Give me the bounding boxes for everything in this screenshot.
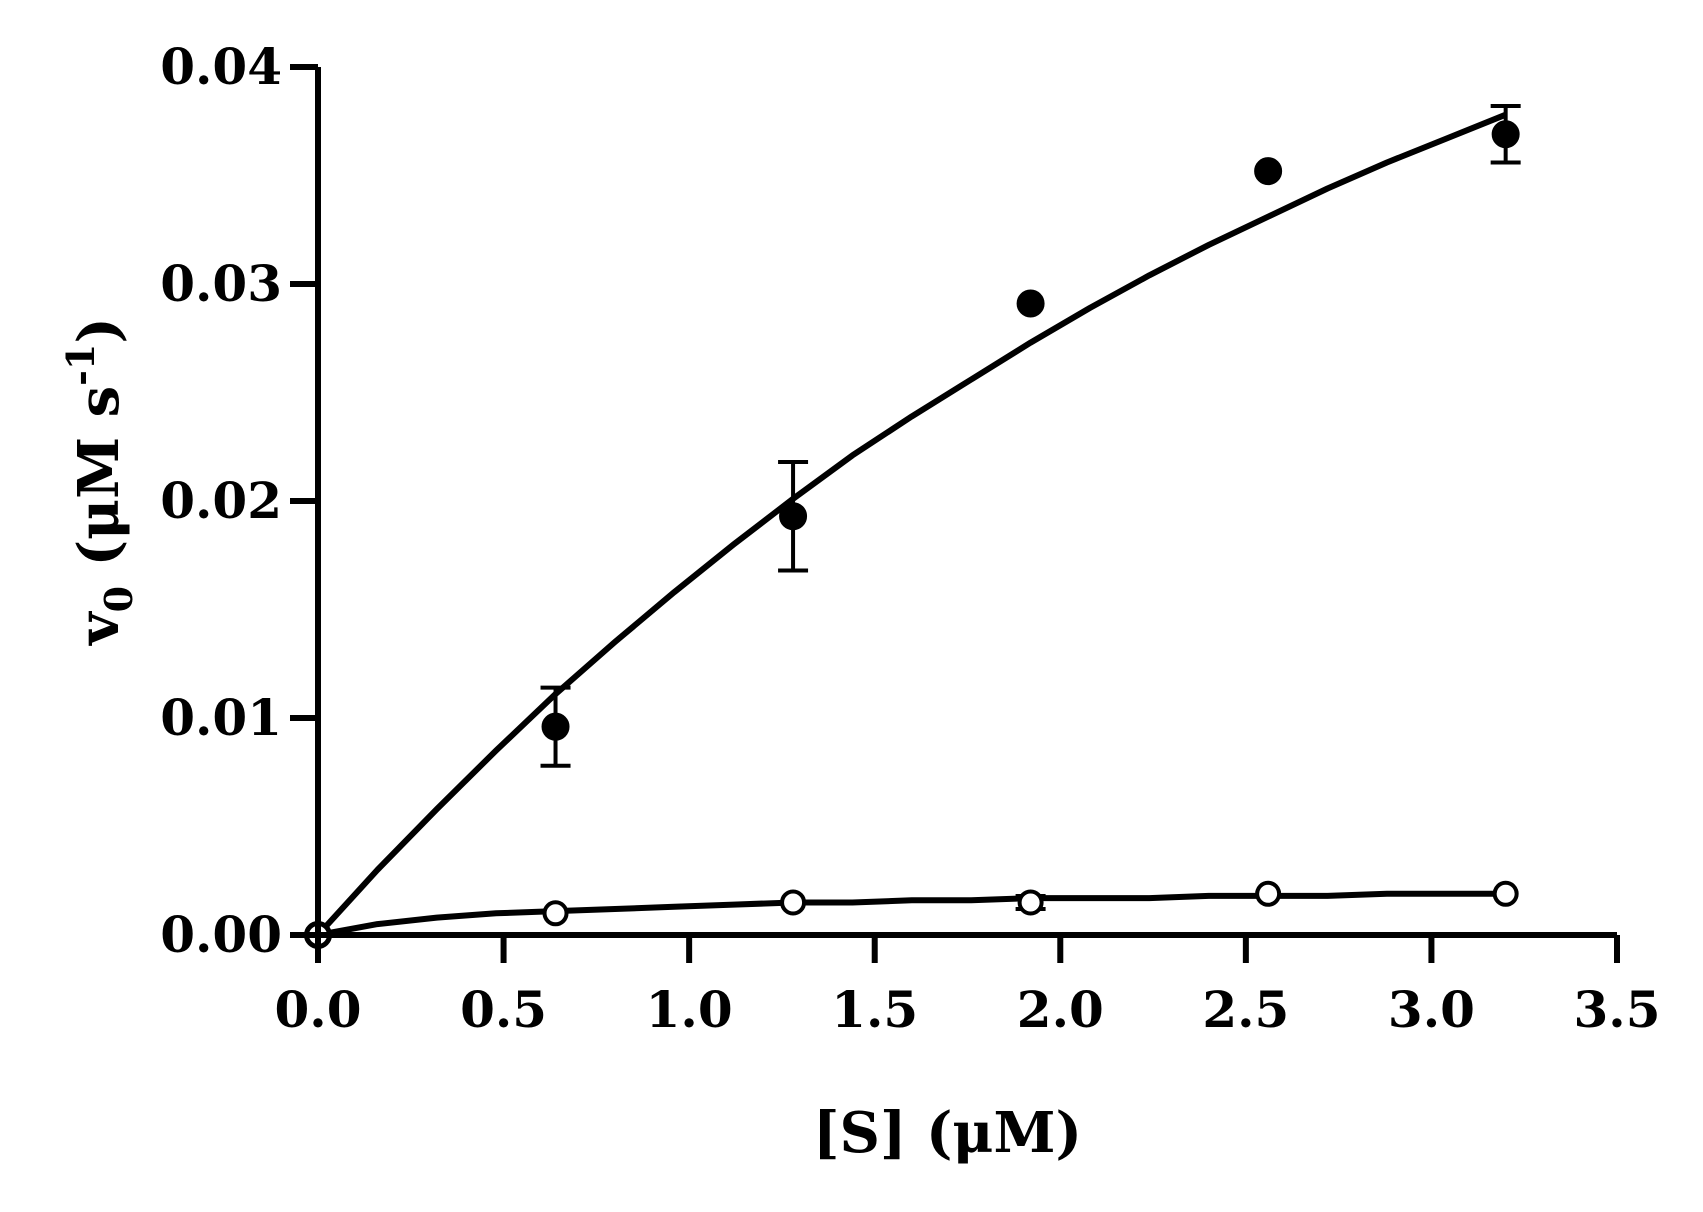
y-ticks: 0.00 0.01 0.02 0.03 0.04 bbox=[160, 37, 318, 964]
y-tick-label: 0.01 bbox=[160, 688, 282, 747]
data-point bbox=[1254, 157, 1283, 186]
x-tick-label: 3.0 bbox=[1388, 980, 1475, 1039]
data-point bbox=[779, 502, 808, 531]
x-tick-label: 0.0 bbox=[275, 980, 362, 1039]
y-axis-title: v0 (μM s-1) bbox=[58, 317, 141, 647]
series-2 bbox=[305, 880, 1519, 948]
data-point bbox=[542, 900, 569, 927]
series-1 bbox=[304, 104, 1521, 949]
x-tick-label: 2.0 bbox=[1017, 980, 1104, 1039]
x-tick-label: 1.0 bbox=[646, 980, 733, 1039]
y-axis-unit-open: (μM s bbox=[66, 386, 132, 586]
fit-curve bbox=[317, 890, 1506, 938]
data-point bbox=[1017, 889, 1044, 916]
y-axis-symbol: v bbox=[66, 611, 132, 647]
x-tick-label: 0.5 bbox=[460, 980, 547, 1039]
y-tick-label: 0.00 bbox=[160, 905, 282, 964]
x-axis-title: [S] (μM) bbox=[813, 1100, 1082, 1166]
fit-curve bbox=[315, 111, 1507, 938]
y-axis-unit-close: ) bbox=[66, 317, 132, 344]
y-tick-label: 0.04 bbox=[160, 37, 282, 96]
x-tick-label: 1.5 bbox=[831, 980, 918, 1039]
y-axis-subscript: 0 bbox=[96, 586, 141, 612]
data-point bbox=[1016, 289, 1045, 318]
x-ticks: 0.0 0.5 1.0 1.5 2.0 2.5 3.0 3.5 bbox=[275, 935, 1661, 1039]
x-tick-label: 2.5 bbox=[1202, 980, 1289, 1039]
data-point bbox=[541, 712, 570, 741]
data-point bbox=[1491, 120, 1520, 149]
axes: 0.0 0.5 1.0 1.5 2.0 2.5 3.0 3.5 0.000.010.020.0… bbox=[160, 37, 1660, 1039]
plot-area bbox=[304, 104, 1521, 949]
data-point bbox=[780, 889, 807, 916]
data-point bbox=[1492, 880, 1519, 907]
y-tick-label: 0.02 bbox=[160, 471, 282, 530]
data-point bbox=[1255, 880, 1282, 907]
x-tick-label: 3.5 bbox=[1574, 980, 1661, 1039]
y-axis-superscript: -1 bbox=[58, 344, 103, 386]
y-tick-label: 0.03 bbox=[160, 254, 282, 313]
